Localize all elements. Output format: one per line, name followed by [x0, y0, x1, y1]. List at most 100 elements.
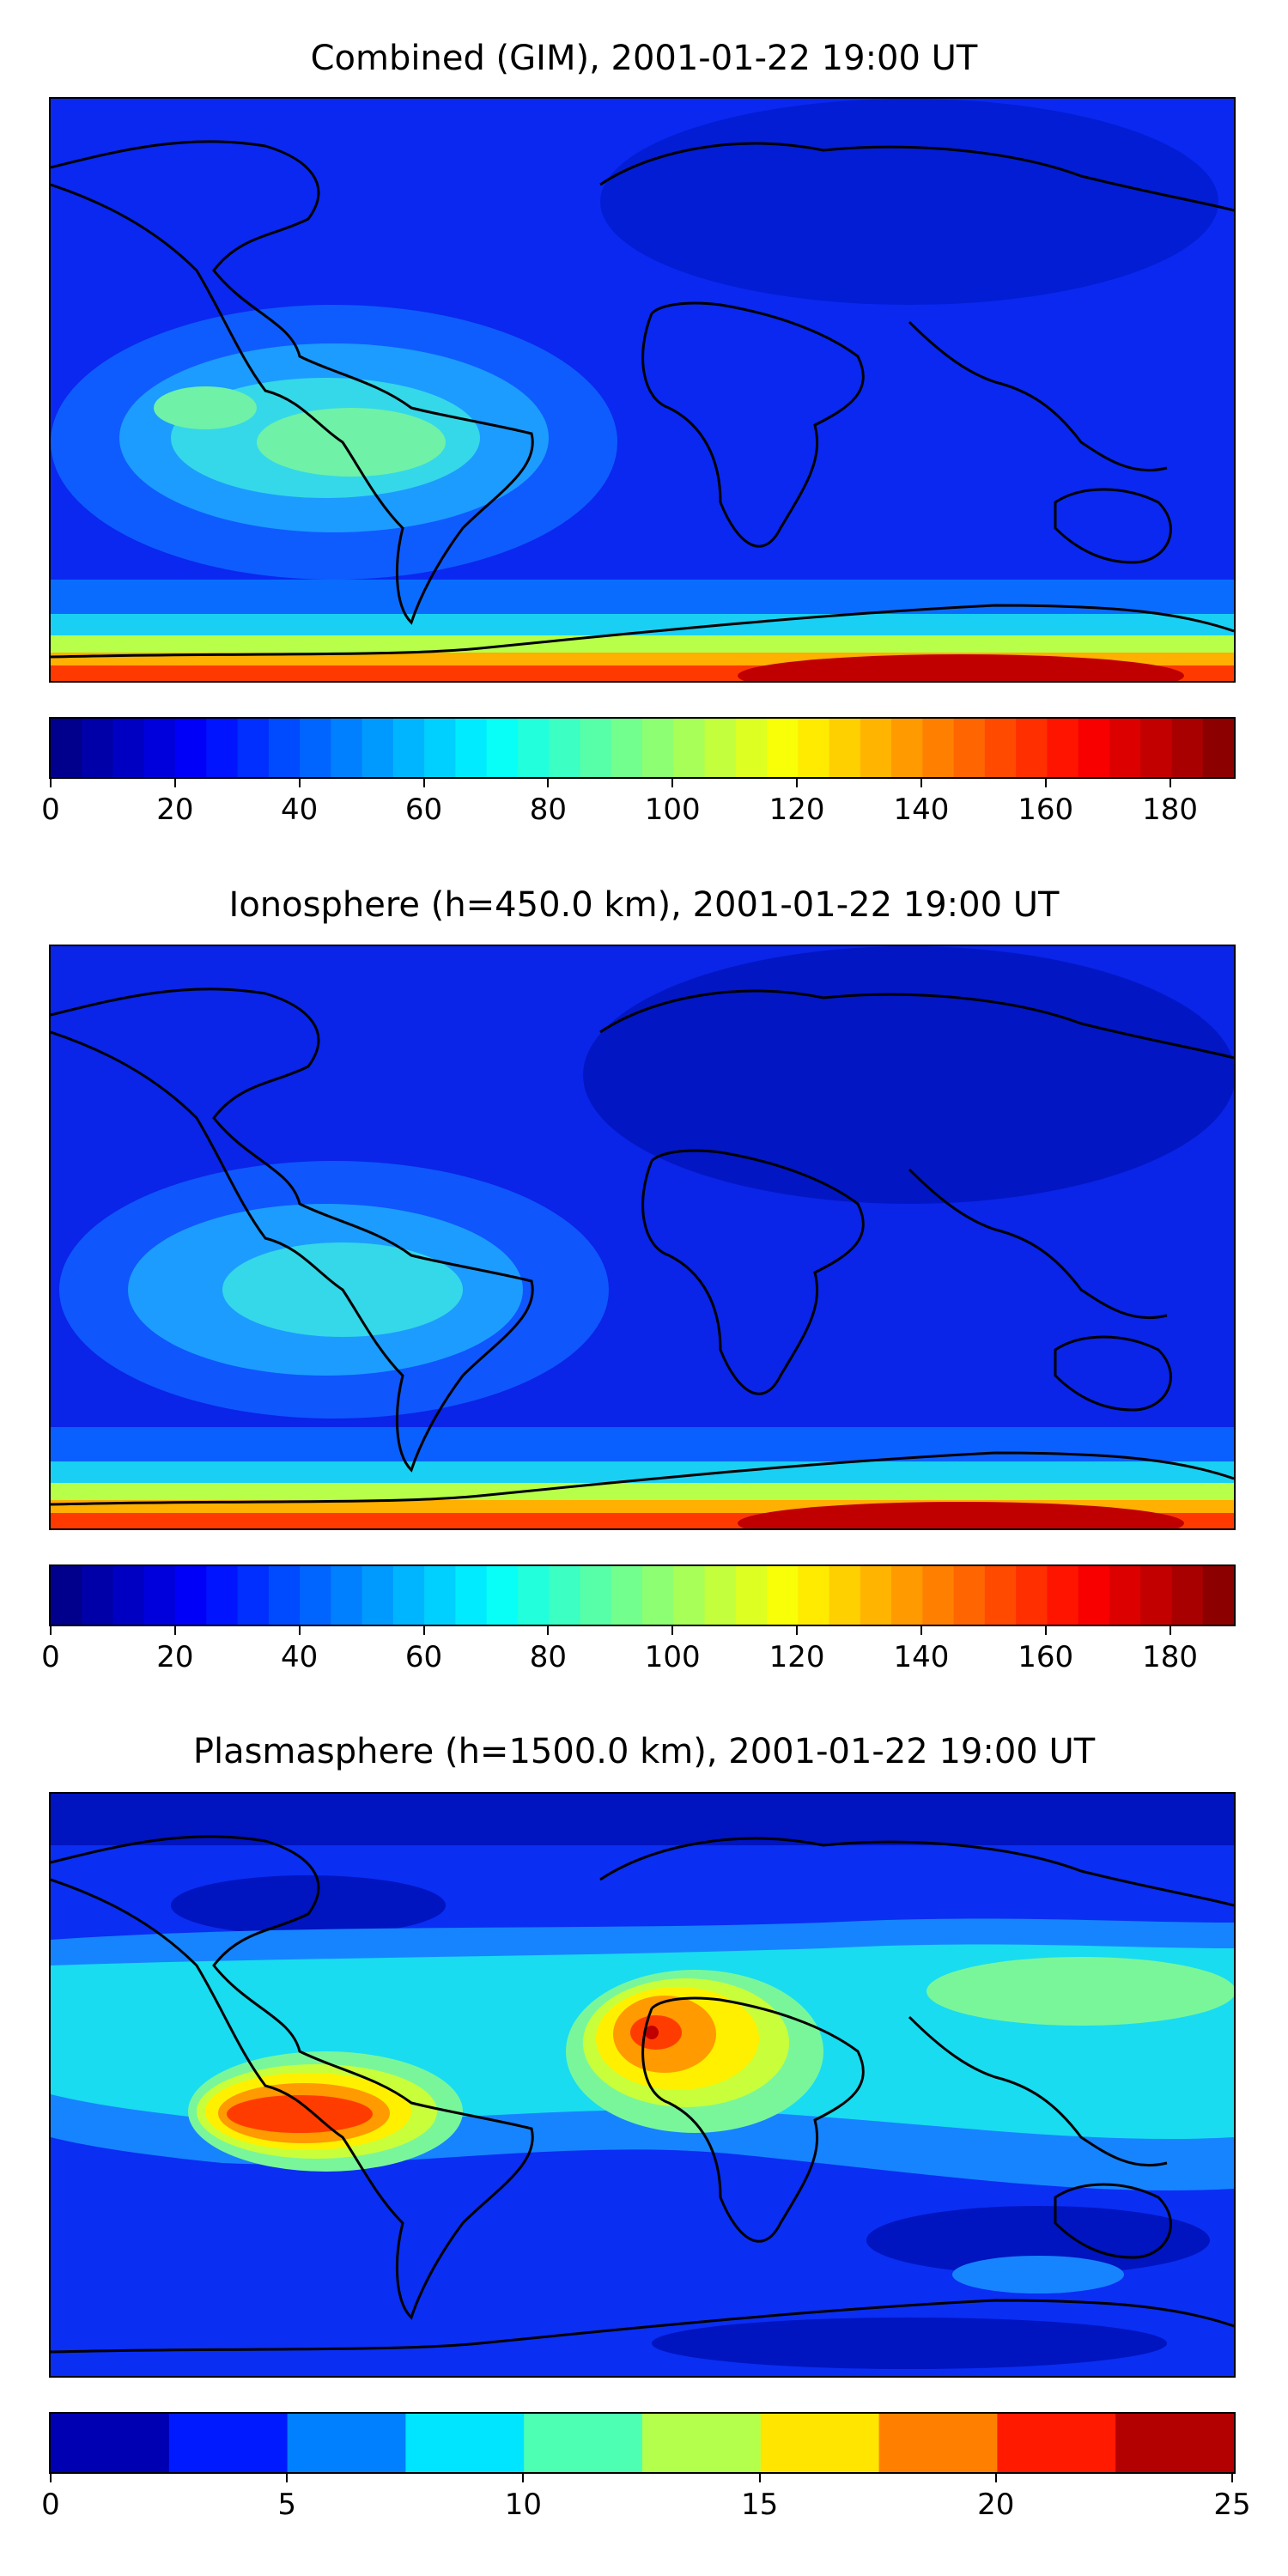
colorbar-level — [953, 719, 986, 777]
plasmasphere-colorbar — [49, 2412, 1236, 2474]
colorbar-level — [175, 1566, 207, 1625]
colorbar-tick — [1169, 777, 1171, 787]
colorbar-tick-label: 140 — [893, 793, 950, 827]
colorbar-level — [642, 2414, 762, 2472]
ionosphere-colorbar-ticks: 0 20 40 60 80 100 120 140 160 180 — [41, 1625, 1234, 1676]
colorbar-level — [1016, 1566, 1048, 1625]
colorbar-level — [143, 719, 176, 777]
colorbar-level — [331, 719, 363, 777]
colorbar-level — [878, 2414, 998, 2472]
ionosphere-coastlines — [51, 987, 1234, 1506]
colorbar-tick — [547, 1625, 550, 1635]
plasmasphere-coastlines — [51, 1835, 1234, 2354]
colorbar-level — [268, 1566, 301, 1625]
plasmasphere-colorbar-ticks: 0 5 10 15 20 25 — [41, 2472, 1251, 2524]
colorbar-tick-label: 20 — [156, 1640, 194, 1674]
combined-coastlines — [51, 140, 1234, 659]
colorbar-level — [798, 719, 830, 777]
colorbar-level — [206, 1566, 239, 1625]
colorbar-level — [1078, 1566, 1110, 1625]
ionosphere-panel: Ionosphere (h=450.0 km), 2001-01-22 19:0… — [0, 850, 1288, 1692]
colorbar-level — [237, 1566, 270, 1625]
colorbar-level — [829, 1566, 861, 1625]
colorbar-level — [735, 719, 768, 777]
plasmasphere-map-plot — [51, 1794, 1234, 2376]
colorbar-tick — [1044, 1625, 1047, 1635]
colorbar-level — [1140, 719, 1173, 777]
colorbar-level — [642, 1566, 674, 1625]
colorbar-tick — [1231, 2472, 1233, 2482]
colorbar-tick-label: 120 — [769, 1640, 825, 1674]
colorbar-level — [760, 2414, 880, 2472]
combined-map-plot — [51, 99, 1234, 681]
colorbar-tick — [298, 777, 301, 787]
colorbar-level — [984, 719, 1017, 777]
ionosphere-map-plot — [51, 946, 1234, 1528]
colorbar-tick-label: 15 — [740, 2488, 779, 2522]
colorbar-tick — [1044, 777, 1047, 787]
colorbar-level — [922, 719, 955, 777]
colorbar-tick — [671, 1625, 674, 1635]
colorbar-level — [517, 1566, 550, 1625]
colorbar-level — [112, 719, 145, 777]
plasmasphere-panel: Plasmasphere (h=1500.0 km), 2001-01-22 1… — [0, 1700, 1288, 2576]
colorbar-level — [580, 719, 612, 777]
colorbar-level — [673, 1566, 706, 1625]
colorbar-tick-label: 140 — [893, 1640, 950, 1674]
colorbar-tick-label: 60 — [404, 793, 443, 827]
colorbar-tick — [796, 777, 799, 787]
combined-panel: Combined (GIM), 2001-01-22 19:00 UT — [0, 0, 1288, 841]
colorbar-level — [112, 1566, 145, 1625]
colorbar-tick-label: 100 — [644, 793, 701, 827]
colorbar-level — [51, 719, 82, 777]
colorbar-level — [673, 719, 706, 777]
colorbar-tick-label: 10 — [504, 2488, 543, 2522]
colorbar-level — [1115, 2414, 1234, 2472]
colorbar-level — [984, 1566, 1017, 1625]
plasmasphere-map — [49, 1792, 1236, 2378]
colorbar-level — [767, 1566, 799, 1625]
colorbar-tick-label: 80 — [529, 1640, 567, 1674]
colorbar-tick-label: 40 — [281, 793, 319, 827]
colorbar-level — [549, 719, 581, 777]
colorbar-tick-label: 180 — [1142, 793, 1199, 827]
colorbar-tick — [920, 1625, 922, 1635]
ionosphere-map — [49, 945, 1236, 1530]
colorbar-level — [891, 1566, 923, 1625]
colorbar-level — [82, 1566, 114, 1625]
colorbar-level — [611, 1566, 643, 1625]
colorbar-level — [997, 2414, 1116, 2472]
colorbar-level — [860, 719, 892, 777]
colorbar-level — [361, 719, 394, 777]
colorbar-level — [455, 719, 488, 777]
colorbar-level — [704, 1566, 737, 1625]
colorbar-level — [798, 1566, 830, 1625]
colorbar-tick — [758, 2472, 761, 2482]
colorbar-level — [424, 1566, 457, 1625]
colorbar-level — [642, 719, 674, 777]
colorbar-level — [486, 719, 519, 777]
colorbar-tick-label: 160 — [1018, 1640, 1074, 1674]
colorbar-level — [1109, 719, 1141, 777]
colorbar-level — [287, 2414, 406, 2472]
colorbar-level — [168, 2414, 289, 2472]
ionosphere-map-title: Ionosphere (h=450.0 km), 2001-01-22 19:0… — [228, 885, 1060, 925]
colorbar-tick — [671, 777, 674, 787]
colorbar-tick — [298, 1625, 301, 1635]
colorbar-level — [735, 1566, 768, 1625]
colorbar-tick-label: 20 — [977, 2488, 1015, 2522]
colorbar-level — [891, 719, 923, 777]
colorbar-level — [517, 719, 550, 777]
combined-map-title: Combined (GIM), 2001-01-22 19:00 UT — [310, 39, 978, 78]
colorbar-level — [1202, 719, 1234, 777]
colorbar-tick — [50, 1625, 52, 1635]
colorbar-level — [1016, 719, 1048, 777]
colorbar-level — [392, 719, 425, 777]
colorbar-tick-label: 160 — [1018, 793, 1074, 827]
colorbar-level — [455, 1566, 488, 1625]
colorbar-tick — [50, 2472, 52, 2482]
plasmasphere-map-title: Plasmasphere (h=1500.0 km), 2001-01-22 1… — [192, 1732, 1096, 1771]
colorbar-tick — [796, 1625, 799, 1635]
colorbar-level — [361, 1566, 394, 1625]
colorbar-level — [300, 1566, 331, 1625]
